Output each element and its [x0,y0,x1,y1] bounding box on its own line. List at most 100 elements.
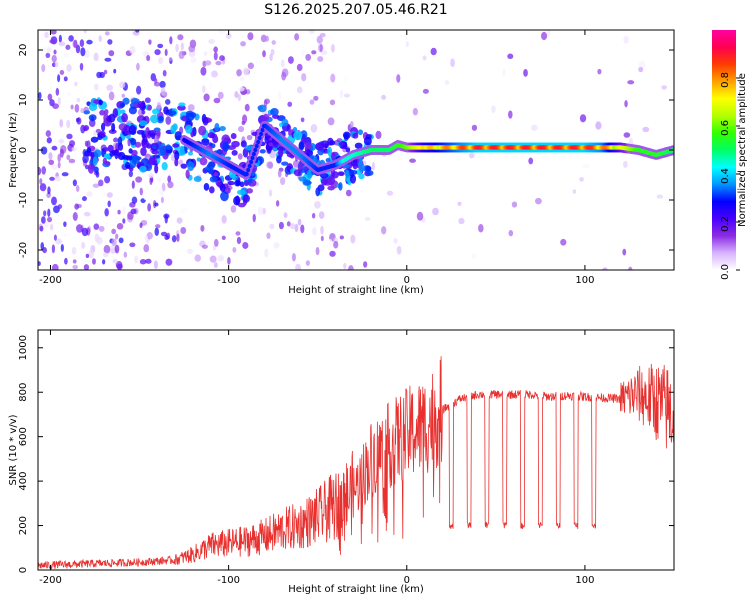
spectrogram-xtick-label: -200 [39,275,62,286]
spectrogram-cell [156,176,162,183]
spectrogram-cell [76,117,82,125]
spectrogram-cell [358,173,365,180]
spectrogram-cell [331,152,336,161]
spectrogram-cell [148,173,154,179]
spectrogram-ridge-cell [250,155,255,161]
spectrogram-cell [357,129,364,136]
spectrogram-cell [219,55,225,62]
spectrogram-cell [405,41,409,48]
spectrogram-cell [43,210,47,217]
spectrogram-cell [57,153,61,163]
spectrogram-cell [416,211,424,221]
spectrogram-cell [98,35,102,42]
spectrogram-cell [287,101,293,107]
spectrogram-cell [147,104,152,111]
spectrogram-cell [109,245,117,255]
spectrogram-cell [80,108,84,114]
spectrogram-cell [308,30,316,34]
spectrogram-cell [211,70,218,78]
spectrogram-cell [234,180,241,187]
spectrogram-cell [602,267,608,270]
spectrogram-xtick-label: 100 [575,275,594,286]
spectrogram-cell [661,85,667,90]
spectrogram-cell [178,102,186,107]
spectrogram-cell [350,234,356,244]
spectrogram-cell [151,108,160,115]
spectrogram-cell [177,105,186,111]
spectrogram-cell [92,258,96,265]
spectrogram-ridge-cell [246,167,251,173]
spectrogram-cell [221,214,227,224]
spectrogram-cell [118,237,124,244]
spectrogram-cell [345,189,352,197]
spectrogram-cell [270,108,279,117]
spectrogram-cell [40,146,48,155]
spectrogram-cell [214,122,220,132]
spectrogram-cell [41,166,47,175]
spectrogram-cell [131,196,138,204]
spectrogram-cell [66,64,72,72]
spectrogram-cell [352,160,358,170]
spectrogram-cell [207,132,216,139]
spectrogram-cell [345,147,351,153]
spectrogram-cell [242,66,250,76]
spectrogram-cell [364,216,371,222]
spectrogram-cell [262,113,270,122]
spectrogram-cell [140,147,147,157]
spectrogram-cell [71,147,77,152]
spectrogram-cell [103,147,109,152]
spectrogram-cell [122,97,130,105]
spectrogram-cell [231,149,238,156]
spectrogram-cell [213,262,218,268]
spectrogram-cell [234,91,239,98]
spectrogram-cell [74,104,80,113]
spectrogram-cell [136,129,145,135]
spectrogram-cell [119,102,126,108]
spectrogram-xlabel: Height of straight line (km) [288,285,424,296]
spectrogram-cell [348,265,354,270]
spectrogram-cell [144,234,149,243]
spectrogram-cell [541,31,548,41]
spectrogram-cell [287,56,294,64]
spectrogram-cell [130,138,137,146]
spectrogram-cell [300,168,307,173]
spectrogram-cell [159,190,164,197]
spectrogram-cell [458,217,465,225]
spectrogram-cell [235,195,240,206]
spectrogram-cell [160,196,164,204]
spectrogram-cell [450,58,455,68]
spectrogram-cell [317,184,325,192]
spectrogram-cell [478,223,484,233]
spectrogram-cell [237,202,246,208]
spectrogram-cell [131,180,135,189]
spectrogram-cell [167,175,172,183]
spectrogram-cell [180,163,188,169]
spectrogram-cell [112,258,118,264]
spectrogram-cell [208,186,215,194]
spectrogram-cell [247,32,254,41]
spectrogram-cell [72,264,79,270]
spectrogram-cell [508,110,513,119]
spectrogram-cell [203,183,210,191]
spectrogram-cell [100,122,106,132]
spectrogram-cell [174,158,179,167]
spectrogram-cell [175,43,179,53]
spectrogram-cell [215,60,222,66]
spectrogram-cell [200,224,205,232]
snr-ytick-label: 200 [18,516,29,535]
spectrogram-cell [161,182,166,192]
spectrogram-cell [237,94,241,102]
spectrogram-cell [381,94,387,100]
spectrogram-cell [47,93,53,101]
spectrogram-cell [104,31,110,36]
spectrogram-cell [81,196,87,202]
spectrogram-cell [257,206,264,215]
spectrogram-cell [51,263,59,270]
spectrogram-cell [88,119,96,128]
spectrogram-cell [155,224,161,229]
spectrogram-cell [343,93,351,98]
spectrogram-cell [622,248,627,256]
spectrogram-cell [187,151,194,156]
spectrogram-cell [104,208,109,217]
spectrogram-cell [60,244,64,252]
